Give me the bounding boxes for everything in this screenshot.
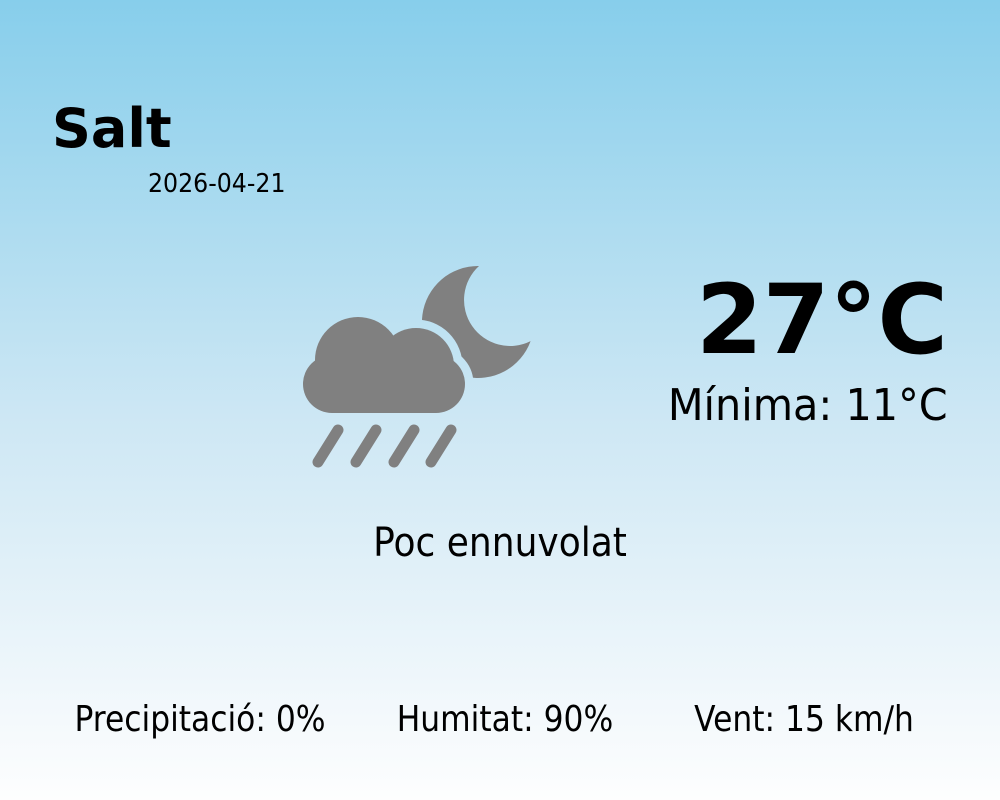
rain-lines-shape [312, 424, 457, 468]
weather-icon-svg [303, 265, 531, 468]
temperature-value: 27°C [695, 264, 948, 376]
minimum-temperature-label: Mínima: 11°C [668, 380, 948, 431]
city-title: Salt [52, 97, 172, 160]
precipitation-stat: Precipitació: 0% [74, 699, 326, 740]
condition-label: Poc ennuvolat [373, 520, 627, 566]
humidity-stat: Humitat: 90% [396, 699, 614, 740]
wind-stat: Vent: 15 km/h [694, 699, 914, 740]
cloud-shape [303, 317, 465, 413]
cloud-moon-rain-icon [298, 260, 534, 468]
date-label: 2026-04-21 [148, 169, 286, 199]
